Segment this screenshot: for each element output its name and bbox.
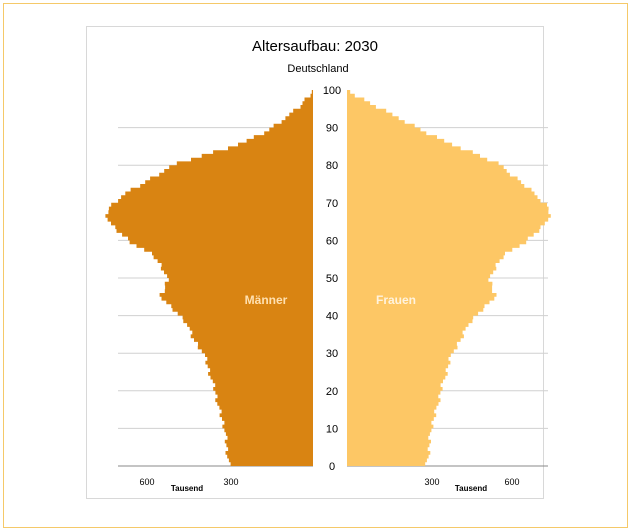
y-tick-60: 60 (326, 235, 338, 247)
y-tick-90: 90 (326, 123, 338, 135)
y-tick-20: 20 (326, 386, 338, 398)
x-tick-right-300: 300 (424, 477, 439, 487)
series-frauen-bars (347, 90, 551, 466)
y-tick-30: 30 (326, 348, 338, 360)
x-tick-right-600: 600 (504, 477, 519, 487)
y-tick-50: 50 (326, 273, 338, 285)
y-tick-10: 10 (326, 423, 338, 435)
chart-subtitle: Deutschland (287, 63, 348, 75)
y-tick-70: 70 (326, 198, 338, 210)
y-tick-40: 40 (326, 311, 338, 323)
x-tick-left-300: 300 (223, 477, 238, 487)
chart-title: Altersaufbau: 2030 (252, 38, 378, 55)
y-axis-ticks: 0 10 20 30 40 50 60 70 80 90 100 (323, 85, 341, 473)
y-tick-100: 100 (323, 85, 341, 97)
series-label-maenner: Männer (245, 293, 288, 307)
x-tick-left-600: 600 (139, 477, 154, 487)
series-label-frauen: Frauen (376, 293, 416, 307)
x-axis-label-right: Tausend (455, 484, 487, 493)
y-tick-80: 80 (326, 160, 338, 172)
series-maenner-bars (105, 90, 314, 466)
x-axis-label-left: Tausend (171, 484, 203, 493)
y-tick-0: 0 (329, 461, 335, 473)
